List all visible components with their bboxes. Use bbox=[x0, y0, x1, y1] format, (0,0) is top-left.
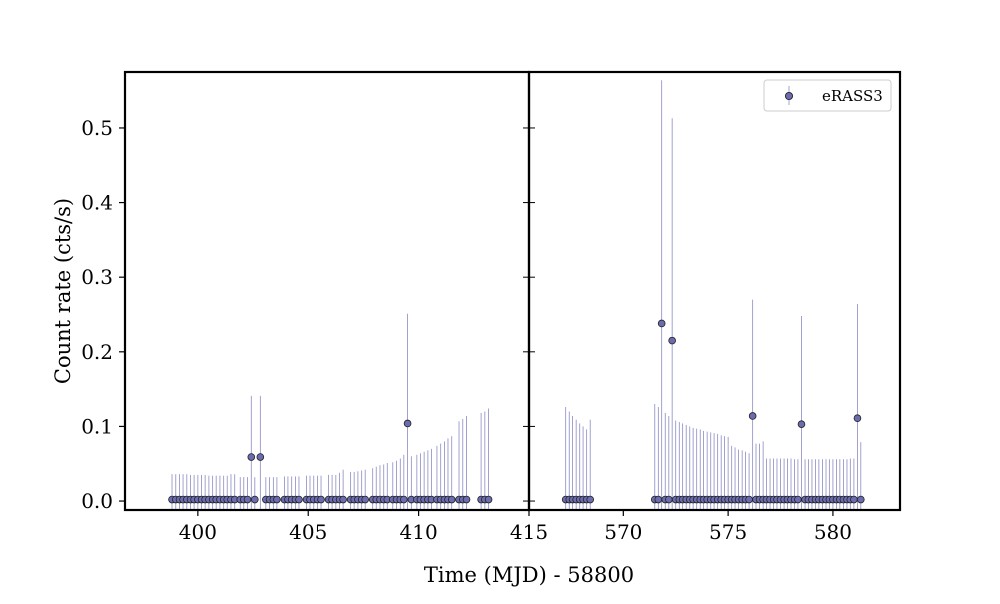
legend-box bbox=[763, 79, 892, 112]
left-data-point bbox=[447, 495, 456, 504]
left-data-point bbox=[247, 453, 256, 461]
left-data-point bbox=[339, 495, 347, 504]
x-tick-label: 575 bbox=[709, 520, 747, 544]
left-data-point bbox=[361, 495, 369, 504]
left-data-point bbox=[462, 495, 471, 504]
left-errorbars bbox=[171, 313, 490, 510]
y-tick-label: 0.3 bbox=[81, 265, 113, 289]
right-data-point bbox=[857, 495, 865, 504]
left-data-point bbox=[295, 495, 303, 504]
right-panel: 570 575 580 bbox=[527, 70, 902, 544]
x-tick-label: 410 bbox=[400, 520, 438, 544]
left-data-point bbox=[400, 495, 408, 504]
x-tick-label: 405 bbox=[289, 520, 327, 544]
legend-marker bbox=[784, 91, 794, 101]
left-data-point bbox=[243, 495, 252, 504]
left-panel: 400 405 410 415 0.0 0.1 0.2 0.3 0.4 0.5 bbox=[81, 70, 548, 544]
left-data-point bbox=[484, 495, 493, 504]
right-data-point bbox=[748, 412, 757, 420]
y-tick-label: 0.2 bbox=[81, 340, 113, 364]
left-data-point bbox=[251, 495, 259, 504]
right-data-point bbox=[853, 414, 862, 423]
y-tick-label: 0.0 bbox=[81, 489, 113, 513]
y-axis-label: Count rate (cts/s) bbox=[51, 198, 75, 384]
y-tick-label: 0.4 bbox=[81, 191, 113, 215]
right-data-point bbox=[657, 319, 666, 328]
right-data-point bbox=[794, 495, 802, 504]
left-data-point bbox=[317, 495, 325, 504]
left-x-ticks: 400 405 410 415 bbox=[179, 510, 548, 544]
left-data-point bbox=[273, 495, 281, 504]
right-data-point bbox=[654, 495, 663, 504]
x-tick-label: 580 bbox=[814, 520, 852, 544]
right-data-point bbox=[668, 336, 676, 345]
right-x-ticks: 570 575 580 bbox=[604, 510, 852, 544]
x-tick-label: 570 bbox=[604, 520, 642, 544]
legend: eRASS3 bbox=[763, 79, 892, 112]
y-axis-ticks: 0.0 0.1 0.2 0.3 0.4 0.5 bbox=[81, 116, 125, 513]
right-markers bbox=[561, 319, 865, 504]
right-panel-frame bbox=[527, 70, 902, 512]
x-axis-label: Time (MJD) - 58800 bbox=[424, 563, 634, 587]
legend-label: eRASS3 bbox=[822, 87, 883, 105]
right-data-point bbox=[797, 420, 806, 428]
x-tick-label: 415 bbox=[510, 520, 548, 544]
right-data-point bbox=[745, 495, 753, 504]
right-data-point bbox=[850, 495, 858, 504]
y-tick-label: 0.1 bbox=[81, 414, 113, 438]
left-data-point bbox=[403, 419, 412, 428]
y-tick-label: 0.5 bbox=[81, 116, 113, 140]
right-data-point bbox=[586, 495, 595, 504]
x-tick-label: 400 bbox=[179, 520, 217, 544]
right-data-point bbox=[665, 495, 673, 504]
left-markers bbox=[168, 419, 493, 504]
left-data-point bbox=[256, 453, 265, 461]
